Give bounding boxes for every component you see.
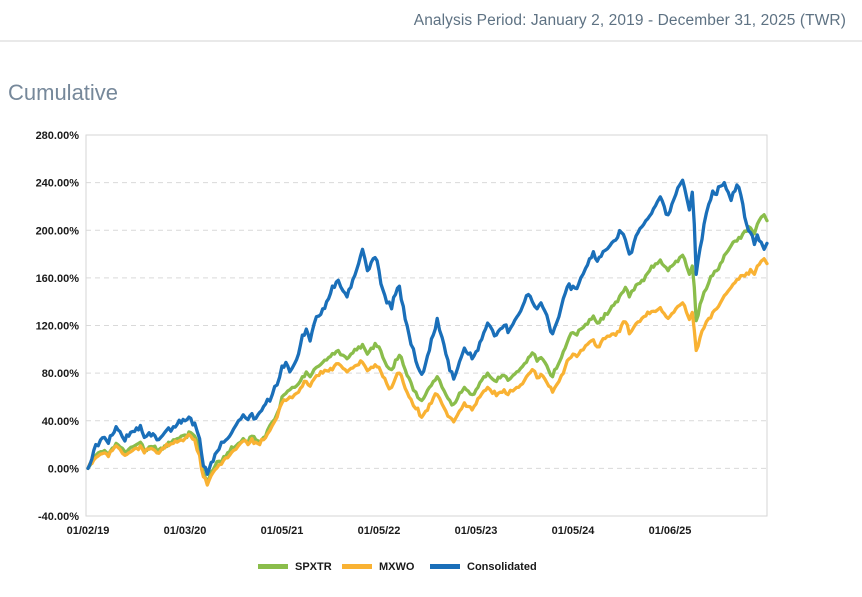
y-axis-tick-label: 80.00%	[42, 368, 80, 380]
legend-item[interactable]: SPXTR	[258, 561, 332, 573]
header-bar: Analysis Period: January 2, 2019 - Decem…	[0, 0, 862, 40]
legend-label-mxwo: MXWO	[379, 561, 415, 573]
x-axis-tick-label: 01/05/23	[455, 525, 498, 537]
page-title: Cumulative	[8, 80, 119, 105]
series-line-consolidated	[86, 178, 769, 476]
legend-label-spxtr: SPXTR	[295, 561, 332, 573]
x-axis-tick-label: 01/02/19	[67, 525, 110, 537]
y-axis-tick-label: 120.00%	[36, 321, 80, 333]
plot-border	[85, 134, 768, 517]
analysis-period-label: Analysis Period: January 2, 2019 - Decem…	[413, 12, 846, 29]
legend-swatch-spxtr	[258, 564, 288, 569]
series-line-mxwo	[86, 257, 769, 487]
series-line-spxtr	[86, 213, 769, 484]
y-axis-tick-label: 160.00%	[36, 273, 80, 285]
y-axis-tick-label: 0.00%	[48, 463, 79, 475]
y-axis-tick-label: -40.00%	[38, 511, 79, 523]
legend-swatch-consolidated	[430, 564, 460, 569]
cumulative-chart: 280.00% 240.00% 200.00% 160.00% 120.00% 80.00…	[0, 120, 862, 592]
x-axis-tick-label: 01/05/21	[261, 525, 304, 537]
x-axis-tick-label: 01/05/22	[358, 525, 401, 537]
legend-item[interactable]: MXWO	[342, 561, 415, 573]
chart-canvas[interactable]: 280.00% 240.00% 200.00% 160.00% 120.00% 80.00…	[0, 120, 862, 592]
x-axis-tick-label: 01/05/24	[552, 525, 596, 537]
legend-swatch-mxwo	[342, 564, 372, 569]
x-axis-tick-label: 01/03/20	[164, 525, 207, 537]
y-axis-tick-label: 200.00%	[36, 225, 80, 237]
y-axis-tick-label: 280.00%	[36, 130, 80, 142]
legend-item[interactable]: Consolidated	[430, 561, 537, 573]
y-axis-tick-label: 240.00%	[36, 178, 80, 190]
x-axis-tick-label: 01/06/25	[649, 525, 692, 537]
y-axis-tick-label: 40.00%	[42, 416, 80, 428]
header-divider	[0, 40, 862, 42]
legend-label-consolidated: Consolidated	[467, 561, 537, 573]
